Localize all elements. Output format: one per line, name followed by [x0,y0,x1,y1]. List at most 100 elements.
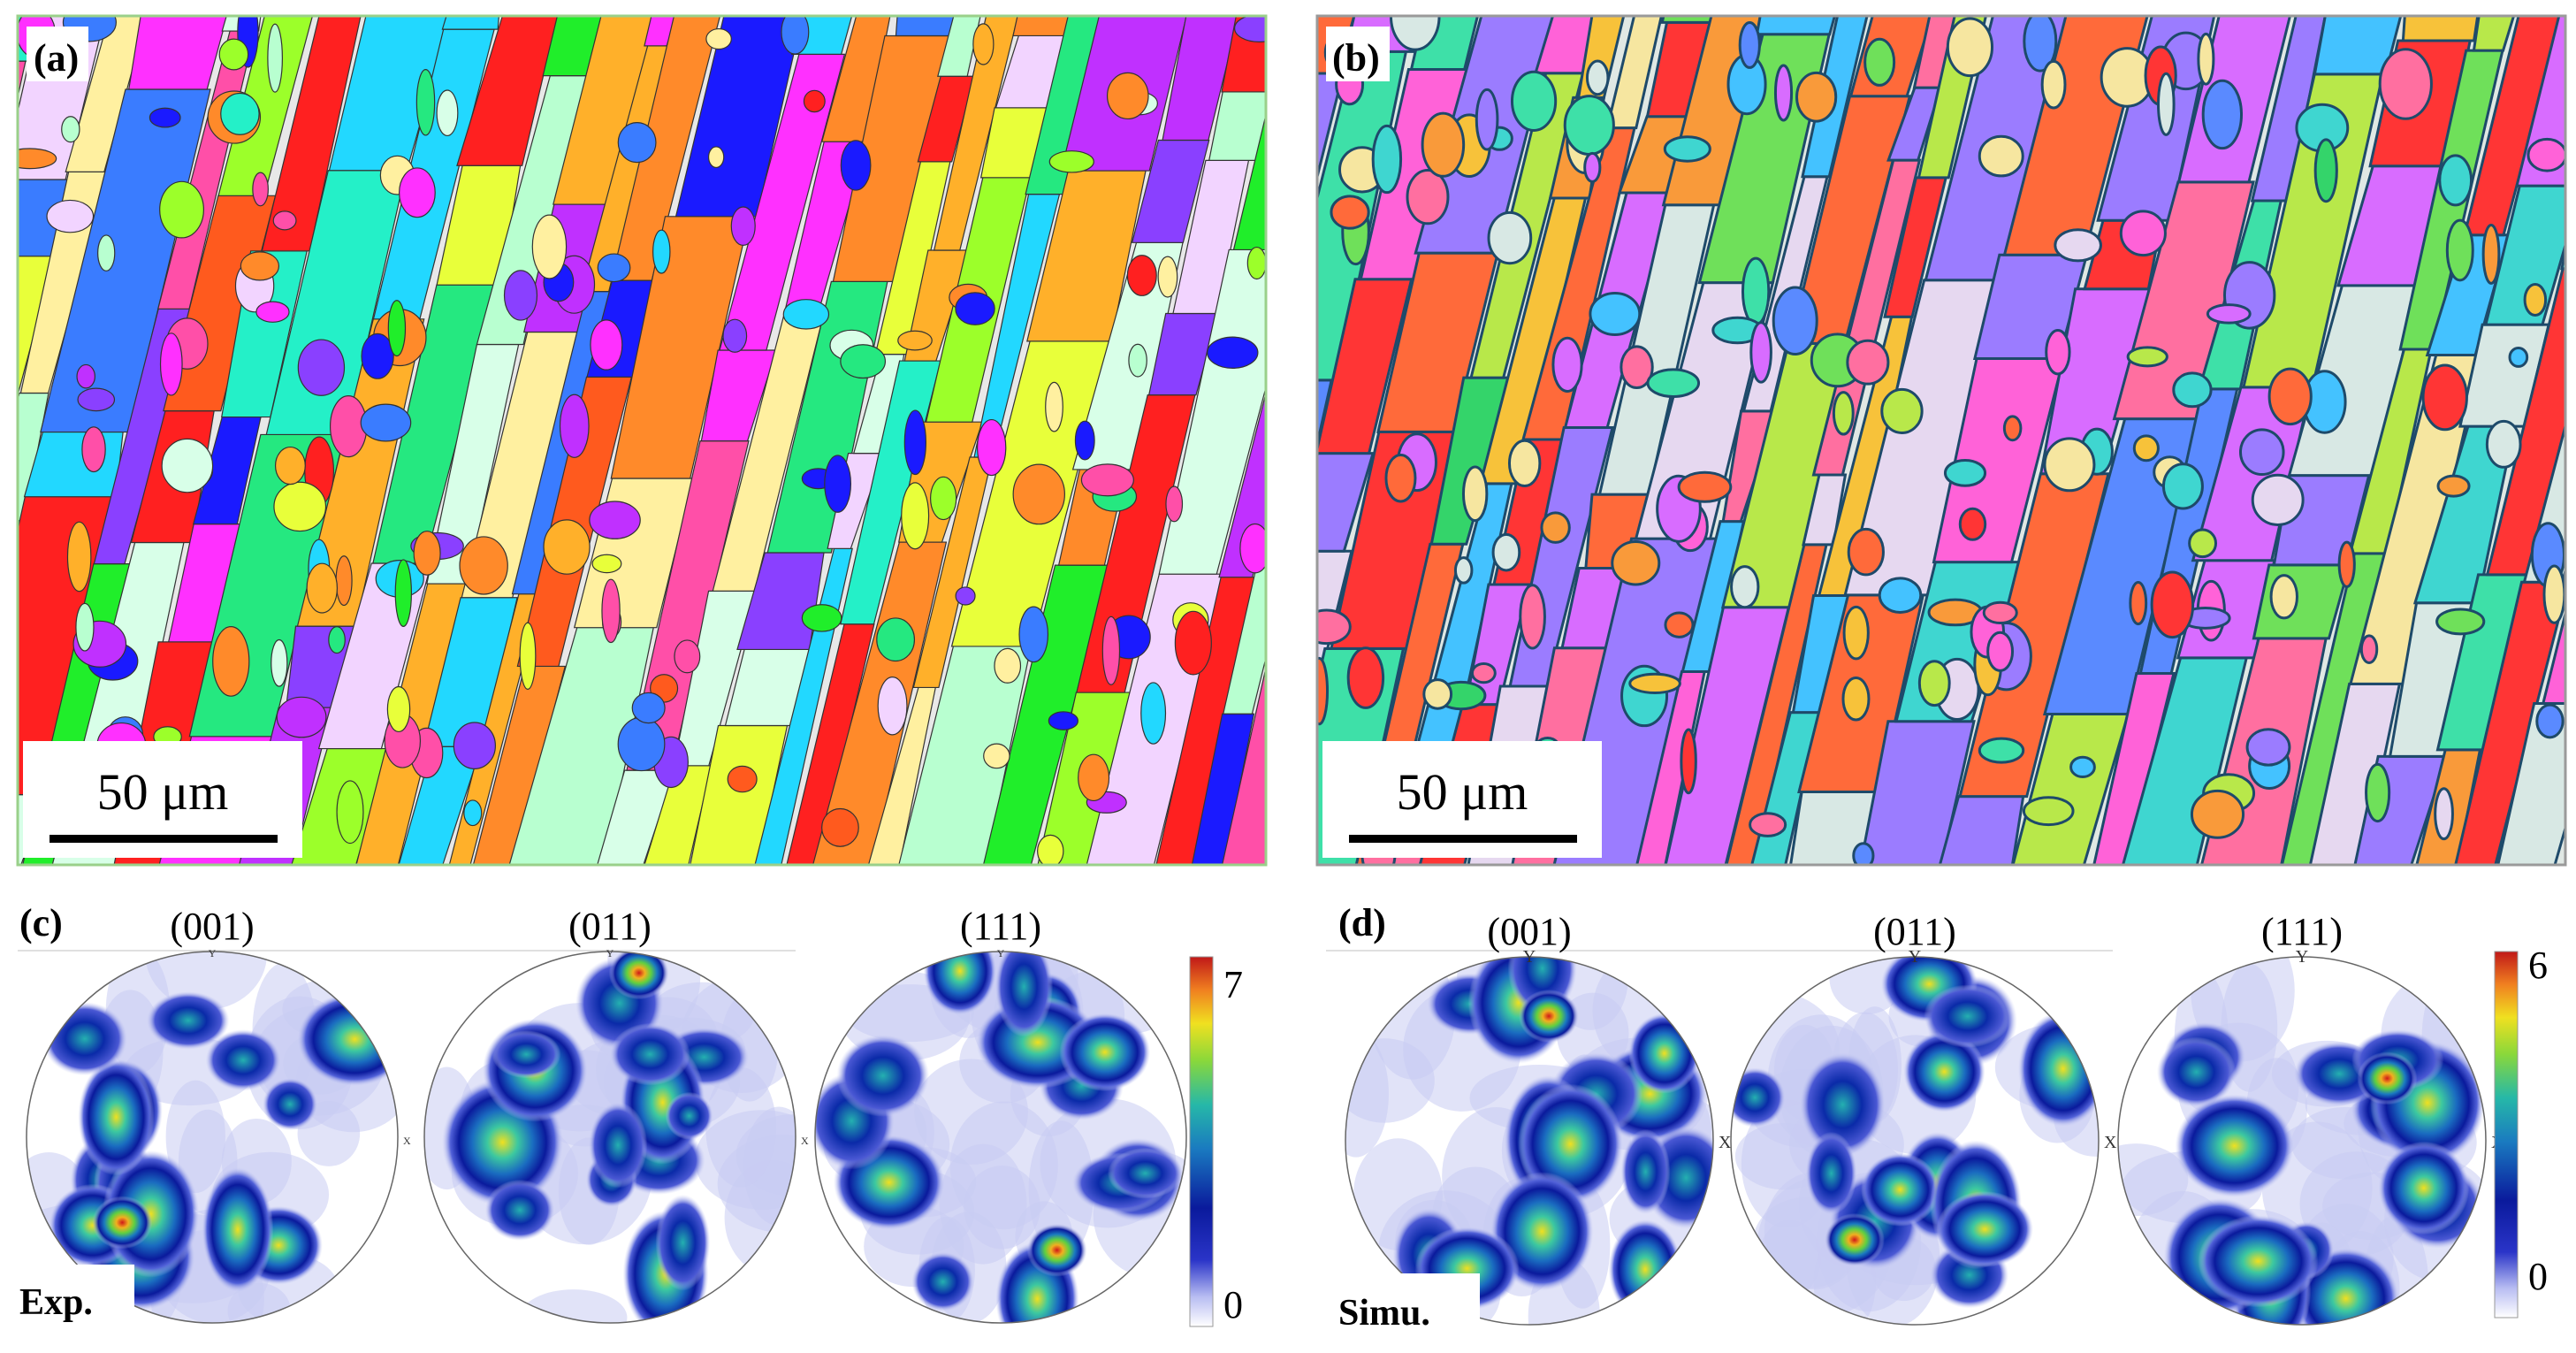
small-grain [589,501,641,539]
small-grain [272,210,297,231]
small-grain [903,409,927,476]
small-grain [531,214,568,279]
panel-b-scale-bar-label: 50 μm [1397,763,1528,821]
grain [644,16,677,47]
grain [2313,16,2403,76]
pole-figure-d-1-outline [1730,956,2100,1326]
small-grain [276,696,327,738]
small-grain [2129,581,2148,626]
pole-figure-c-1-axis-x: X [801,1135,809,1147]
small-grain [1101,615,1121,685]
small-grain [2523,282,2548,317]
small-grain [415,69,436,136]
small-grain [1986,631,2015,672]
small-grain [840,140,872,191]
small-grain [559,394,590,458]
small-grain [1677,470,1733,503]
small-grain [2188,528,2218,559]
small-grain [2172,371,2213,409]
small-grain [2161,462,2204,510]
grain [441,16,499,30]
intensity-peak [1026,1223,1087,1277]
small-grain [1389,16,1441,51]
small-grain [631,692,666,724]
small-grain [1371,124,1403,195]
small-grain [1461,465,1489,523]
small-grain [1880,387,1924,434]
small-grain [149,107,181,128]
small-grain [1982,600,2018,624]
small-grain [1128,343,1147,378]
grain [2454,580,2565,865]
small-grain [503,270,538,321]
small-grain [1540,511,1571,544]
grain [1025,16,1107,195]
small-grain [240,251,280,281]
small-grain [453,722,496,769]
panel-c-colorbar-min: 0 [1223,1283,1243,1326]
small-grain [803,89,826,113]
small-grain [519,622,537,690]
grain [2092,671,2176,865]
pole-figure-d-2-title: (111) [2261,910,2343,953]
small-grain [1772,286,1818,356]
small-grain [1841,676,1871,722]
intensity-blob [1805,1131,1857,1215]
grain [0,172,11,371]
intensity-blob [2198,1215,2319,1308]
pole-figure-d-2-outline [2117,956,2487,1326]
panel-a-label: (a) [34,36,79,80]
grain [933,16,1019,251]
small-grain [824,455,852,513]
small-grain [2435,608,2486,636]
small-grain [2526,137,2565,172]
panel-d-colorbar [2494,951,2519,1319]
intensity-peak [608,952,669,1000]
small-grain [2378,48,2433,120]
small-grain [1074,420,1095,461]
small-grain [1738,21,1761,69]
grain [2566,672,2576,865]
small-grain [212,626,250,697]
grain [1859,720,1976,865]
small-grain [1832,391,1855,436]
panel-c-pole-figures: (001)YX(011)YX(111)YX [26,905,1200,1324]
small-grain [387,300,407,357]
grain [1191,713,1255,865]
intensity-haze [1345,1038,1435,1123]
small-grain [1140,682,1167,745]
grain [1131,139,1210,243]
small-grain [2542,564,2565,624]
small-grain [705,27,732,50]
grain [128,16,228,90]
small-grain [1730,565,1760,609]
pole-figure-d-0-axis-x: X [1719,1133,1732,1152]
small-grain [1012,463,1065,525]
small-grain [1646,368,1701,398]
small-grain [801,604,842,632]
small-grain [436,89,459,137]
small-grain [781,16,810,55]
small-grain [463,799,483,827]
grain [895,16,956,37]
grain [1962,0,2001,12]
small-grain [1507,439,1542,488]
small-grain [2251,473,2305,526]
small-grain [1157,256,1178,298]
intensity-peak [1824,1212,1885,1266]
small-grain [994,647,1022,684]
pole-figure-d-1: (011)Y X [1730,910,2117,1326]
grain [610,16,721,281]
small-grain [61,116,80,143]
small-grain [1126,255,1157,296]
small-grain [2485,419,2522,469]
small-grain [2508,346,2529,368]
panel-b: (b) 50 μm [1315,0,2576,867]
small-grain [1611,540,1661,586]
small-grain [328,626,346,654]
small-grain [66,521,92,592]
panel-a-grain-map [0,16,1266,865]
grain [937,16,981,77]
small-grain [1174,610,1212,676]
small-grain [252,172,269,207]
